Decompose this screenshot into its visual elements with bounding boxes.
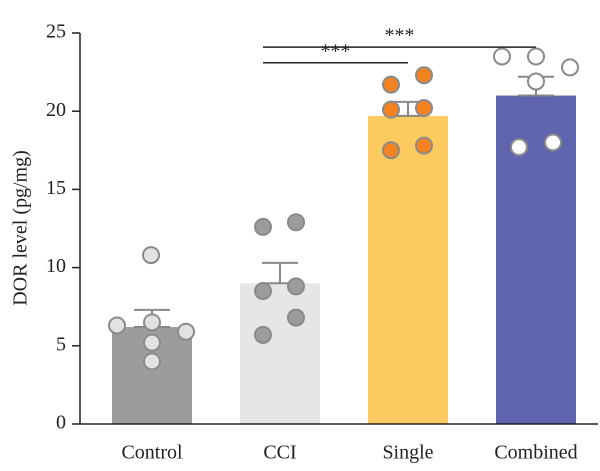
y-tick-label: 15	[46, 177, 66, 199]
x-tick-label: Combined	[494, 442, 577, 464]
data-point	[108, 316, 126, 335]
data-point	[415, 136, 433, 155]
bar	[240, 283, 320, 424]
data-point	[382, 100, 400, 119]
bar	[368, 115, 448, 424]
x-tick-label: CCI	[263, 442, 296, 464]
data-point	[143, 313, 161, 332]
data-point	[415, 66, 433, 85]
data-point	[287, 277, 305, 296]
significance-label: ***	[385, 25, 415, 47]
x-tick-label: Single	[382, 442, 433, 464]
data-point	[254, 282, 272, 301]
data-point	[254, 217, 272, 236]
data-point	[143, 352, 161, 371]
data-point	[287, 213, 305, 232]
y-tick-label: 0	[56, 412, 66, 434]
data-point	[544, 133, 562, 152]
y-axis-label: DOR level (pg/mg)	[10, 150, 32, 306]
data-point	[493, 47, 511, 66]
data-point	[382, 75, 400, 94]
y-tick-label: 20	[46, 99, 66, 121]
data-point	[527, 72, 545, 91]
y-tick-label: 5	[56, 333, 66, 355]
y-tick-label: 10	[46, 255, 66, 277]
y-tick-label: 25	[46, 21, 66, 43]
data-point	[527, 47, 545, 66]
data-point	[254, 325, 272, 344]
data-point	[287, 308, 305, 327]
data-point	[177, 322, 195, 341]
significance-label: ***	[321, 40, 351, 62]
data-point	[382, 141, 400, 160]
x-tick-label: Control	[121, 442, 183, 464]
data-point	[415, 99, 433, 118]
data-point	[142, 246, 160, 265]
bar	[496, 95, 576, 424]
data-point	[510, 138, 528, 157]
data-point	[561, 58, 579, 77]
data-point	[143, 333, 161, 352]
